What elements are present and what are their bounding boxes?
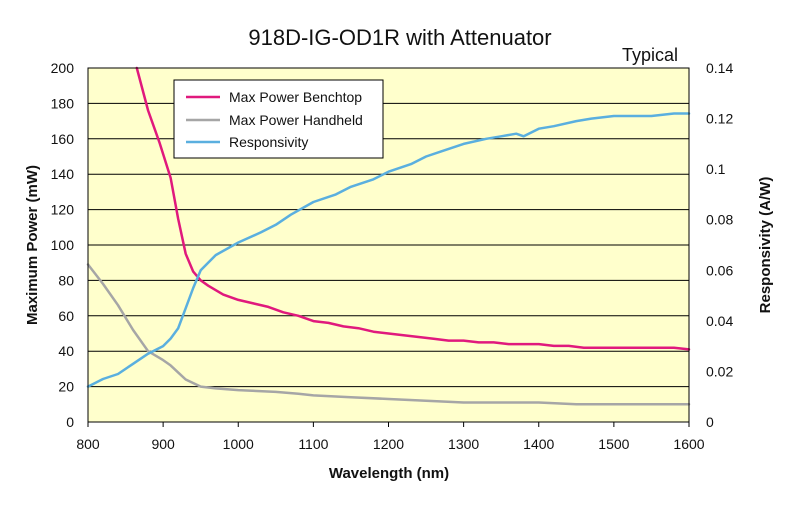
left-axis-ticks: 0 20 40 60 80 100 120 140 160 180 200 [51,60,75,430]
legend-box [173,79,384,159]
series-responsivity [86,112,691,388]
left-y-tick-label: 140 [51,166,75,182]
x-tick-label: 1300 [448,436,479,452]
x-tick-label: 1500 [598,436,629,452]
left-y-tick-label: 0 [66,414,74,430]
right-y-tick-label: 0.04 [706,313,733,329]
series-max-power-handheld [86,263,691,406]
legend-label-benchtop: Max Power Benchtop [229,89,362,105]
x-tick-label: 1600 [673,436,704,452]
series-layer [86,66,691,406]
x-tick-label: 800 [76,436,100,452]
legend-label-handheld: Max Power Handheld [229,112,363,128]
x-tick-label: 1400 [523,436,554,452]
left-y-tick-label: 160 [51,131,75,147]
x-axis-ticks: 800 900 1000 1100 1200 1300 1400 1500 1600 [76,422,705,452]
legend-label-responsivity: Responsivity [229,134,308,150]
x-tick-label: 1100 [298,436,328,452]
chart-title: 918D-IG-OD1R with Attenuator [248,25,551,50]
x-axis-label: Wavelength (nm) [329,465,449,482]
legend: Max Power Benchtop Max Power Handheld Re… [173,79,384,159]
left-y-tick-label: 100 [51,237,75,253]
left-y-tick-label: 180 [51,95,75,111]
x-tick-label: 1000 [223,436,254,452]
left-y-tick-label: 60 [58,308,74,324]
left-y-tick-label: 20 [58,379,74,395]
right-y-tick-label: 0.06 [706,262,733,278]
right-axis-label: Responsivity (A/W) [757,177,774,314]
right-y-tick-label: 0.12 [706,111,733,127]
right-y-tick-label: 0 [706,414,714,430]
right-y-tick-label: 0.14 [706,60,733,76]
left-y-tick-label: 40 [58,343,74,359]
right-y-tick-label: 0.02 [706,363,733,379]
right-y-tick-label: 0.08 [706,212,733,228]
typical-note: Typical [622,45,678,65]
left-y-tick-label: 200 [51,60,75,76]
left-y-tick-label: 120 [51,202,75,218]
left-y-tick-label: 80 [58,272,74,288]
right-y-tick-label: 0.1 [706,161,726,177]
x-tick-label: 1200 [373,436,404,452]
left-axis-label: Maximum Power (mW) [24,165,41,325]
x-tick-label: 900 [151,436,175,452]
right-axis-ticks: 0 0.02 0.04 0.06 0.08 0.1 0.12 0.14 [706,60,733,430]
